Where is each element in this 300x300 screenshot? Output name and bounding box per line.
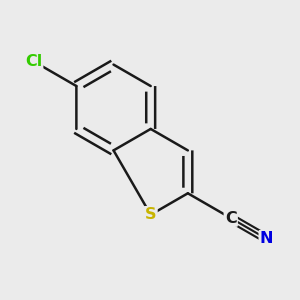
Text: N: N [260,231,273,246]
Text: C: C [225,211,237,226]
Text: S: S [145,207,156,222]
Text: Cl: Cl [25,54,42,69]
